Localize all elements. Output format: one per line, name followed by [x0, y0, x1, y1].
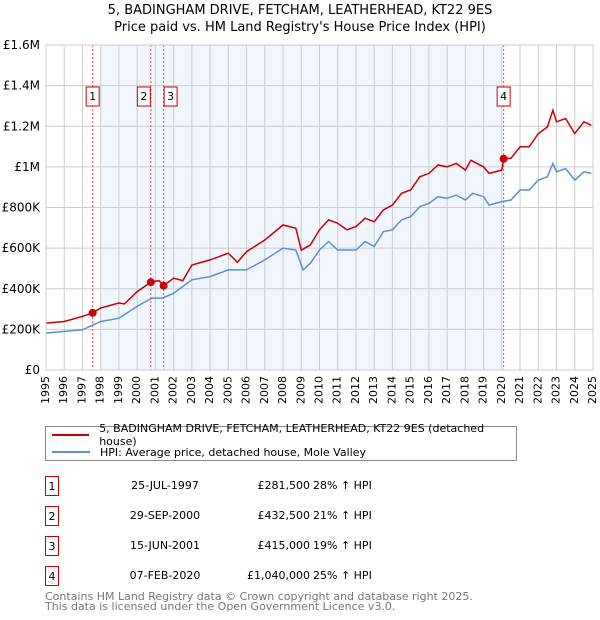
x-tick-label: 1999 — [112, 376, 125, 404]
legend-line-red — [52, 434, 90, 436]
sale-number: 4 — [45, 566, 59, 586]
y-tick-label: £1.6M — [3, 38, 40, 52]
sale-row-3: 3 15-JUN-2001 £415,000 19% ↑ HPI — [45, 536, 445, 558]
x-tick-label: 2018 — [458, 376, 471, 404]
chart-subtitle: Price paid vs. HM Land Registry's House … — [114, 20, 486, 35]
x-tick-label: 2013 — [367, 376, 380, 404]
x-tick-label: 2025 — [586, 376, 599, 404]
x-tick-label: 2022 — [531, 376, 544, 404]
sale-date: 07-FEB-2020 — [129, 569, 201, 582]
x-tick-label: 2017 — [440, 376, 453, 404]
x-tick-label: 2010 — [313, 376, 326, 404]
x-tick-label: 2004 — [203, 376, 216, 404]
x-tick-label: 2008 — [276, 376, 289, 404]
sale-date: 25-JUL-1997 — [131, 479, 199, 492]
sale-hpi-diff: 19% ↑ HPI — [313, 539, 372, 552]
x-tick-label: 2007 — [258, 376, 271, 404]
sale-date: 29-SEP-2000 — [129, 509, 201, 522]
price-chart: 1995 1996 1997 1998 1999 2000 2001 2002 2003 2004… — [2, 38, 599, 404]
x-tick-label: 1996 — [57, 376, 70, 404]
sale-label-box — [85, 86, 100, 107]
x-tick-label: 2012 — [349, 376, 362, 404]
x-tick-label: 2016 — [422, 376, 435, 404]
y-tick-label: £600K — [2, 241, 42, 255]
sale-price: £415,000 — [257, 539, 311, 552]
x-tick-label: 2014 — [385, 376, 398, 404]
sale-date: 15-JUN-2001 — [129, 539, 201, 552]
y-tick-label: £1.2M — [3, 119, 40, 133]
sale-point — [88, 308, 97, 317]
x-tick-label: 2023 — [550, 376, 563, 404]
sale-number: 1 — [45, 476, 59, 496]
footer-copyright: Contains HM Land Registry data © Crown c… — [45, 590, 473, 603]
plot-border — [45, 44, 594, 371]
x-tick-label: 1998 — [94, 376, 107, 404]
sale-label-number: 2 — [140, 90, 147, 103]
x-tick-label: 2015 — [404, 376, 417, 404]
chart-title: 5, BADINGHAM DRIVE, FETCHAM, LEATHERHEAD… — [107, 3, 493, 18]
sale-hpi-diff: 25% ↑ HPI — [313, 569, 372, 582]
legend-item-hpi: HPI: Average price, detached house, Mole… — [52, 444, 366, 460]
sale-point — [499, 154, 508, 163]
x-tick-label: 2011 — [331, 376, 344, 404]
y-tick-label: £1.4M — [3, 79, 40, 93]
sale-row-2: 2 29-SEP-2000 £432,500 21% ↑ HPI — [45, 506, 445, 528]
sale-label-number: 1 — [89, 90, 96, 103]
sale-hpi-diff: 28% ↑ HPI — [313, 479, 372, 492]
x-tick-label: 2020 — [495, 376, 508, 404]
sale-point — [146, 278, 155, 287]
x-tick-label: 2005 — [221, 376, 234, 404]
legend-label-property: 5, BADINGHAM DRIVE, FETCHAM, LEATHERHEAD… — [99, 422, 485, 448]
footer-licence: This data is licensed under the Open Gov… — [45, 600, 396, 613]
sale-label-box — [496, 86, 511, 107]
sale-price: £432,500 — [257, 509, 311, 522]
x-tick-label: 1995 — [39, 376, 52, 404]
sale-row-4: 4 07-FEB-2020 £1,040,000 25% ↑ HPI — [45, 566, 445, 588]
x-tick-label: 2024 — [568, 376, 581, 404]
sale-price: £281,500 — [257, 479, 311, 492]
x-tick-label: 2000 — [130, 376, 143, 404]
x-tick-label: 2001 — [148, 376, 161, 404]
legend-label-hpi: HPI: Average price, detached house, Mole… — [100, 445, 366, 459]
sale-price: £1,040,000 — [247, 569, 310, 582]
x-tick-label: 2003 — [185, 376, 198, 404]
y-tick-label: £0 — [25, 363, 40, 377]
sale-row-1: 1 25-JUL-1997 £281,500 28% ↑ HPI — [45, 476, 445, 498]
hpi-line — [45, 161, 592, 334]
sale-number: 3 — [45, 536, 59, 556]
y-tick-label: £1M — [14, 160, 40, 174]
legend-line-blue — [52, 451, 90, 453]
legend-item-property: 5, BADINGHAM DRIVE, FETCHAM, LEATHERHEAD… — [52, 422, 516, 448]
sale-label-box — [136, 86, 151, 107]
y-tick-label: £400K — [2, 282, 42, 296]
sale-label-box — [163, 86, 178, 107]
sale-label-number: 4 — [500, 90, 507, 103]
property-price-line — [45, 107, 592, 324]
x-tick-label: 2002 — [167, 376, 180, 404]
y-tick-label: £200K — [2, 322, 42, 336]
legend: 5, BADINGHAM DRIVE, FETCHAM, LEATHERHEAD… — [45, 422, 517, 461]
x-tick-label: 2006 — [240, 376, 253, 404]
x-tick-label: 1997 — [75, 376, 88, 404]
sale-point — [159, 281, 168, 290]
x-tick-label: 2021 — [513, 376, 526, 404]
y-tick-label: £800K — [2, 201, 42, 215]
sale-label-number: 3 — [167, 90, 174, 103]
sale-number: 2 — [45, 506, 59, 526]
x-tick-label: 2009 — [294, 376, 307, 404]
x-tick-label: 2019 — [477, 376, 490, 404]
sale-hpi-diff: 21% ↑ HPI — [313, 509, 372, 522]
